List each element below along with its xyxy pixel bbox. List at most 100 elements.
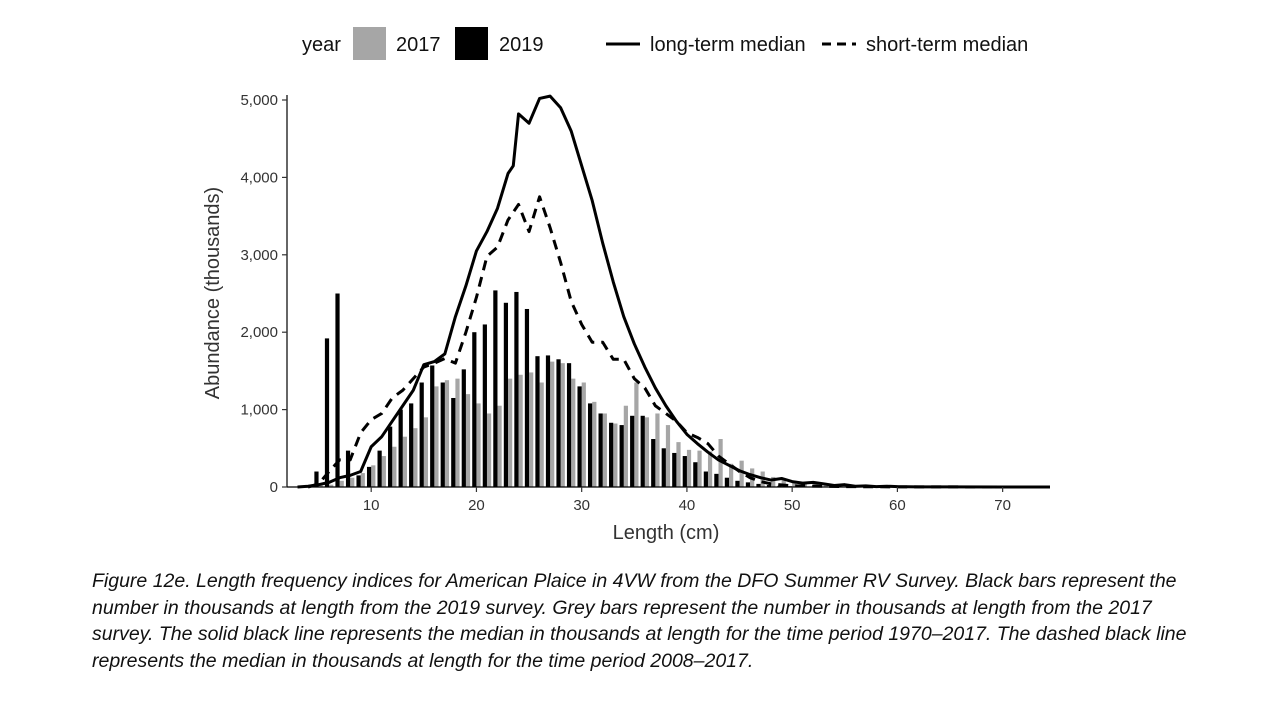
bar-2019-len-38	[661, 448, 666, 487]
bar-2017-len-40	[686, 449, 692, 487]
bar-2019-len-14	[409, 403, 414, 487]
bar-2019-len-11	[377, 450, 382, 487]
bar-2019-len-20	[472, 332, 477, 487]
bar-2017-len-50	[792, 480, 797, 487]
bar-2019-len-37	[651, 439, 656, 487]
length-frequency-chart: year 2017 2019 long-term median short-te…	[202, 27, 1050, 544]
bar-2019-len-25	[524, 308, 530, 487]
legend-label-2017: 2017	[396, 34, 441, 56]
bar-2019-len-40	[682, 456, 687, 487]
bar-2017-len-24	[518, 374, 523, 487]
legend: year 2017 2019 long-term median short-te…	[302, 27, 1028, 60]
x-axis-title: Length (cm)	[613, 522, 720, 544]
bar-2019-len-26	[535, 356, 540, 487]
bar-2019-len-30	[577, 386, 582, 487]
x-tick-label: 20	[468, 497, 485, 514]
bar-2019-len-24	[514, 291, 519, 487]
bar-2017-len-6	[329, 484, 334, 487]
bar-2017-len-44	[729, 463, 734, 487]
bar-2019-len-13	[398, 409, 403, 487]
bar-2017-len-34	[623, 405, 628, 487]
bar-2019-len-34	[619, 425, 624, 487]
y-tick-label: 4,000	[240, 169, 278, 186]
bar-2017-len-18	[455, 378, 460, 487]
legend-label-2019: 2019	[499, 34, 544, 56]
bar-2019-len-29	[566, 363, 572, 487]
bar-2019-len-21	[482, 324, 487, 487]
legend-label-long-term-median: long-term median	[650, 34, 806, 56]
bar-2017-len-14	[413, 428, 418, 487]
bar-2017-len-30	[581, 382, 586, 487]
bar-2017-len-5	[318, 485, 323, 487]
bar-2017-len-9	[360, 473, 365, 487]
bar-2019-len-17	[440, 382, 445, 487]
bar-2017-len-35	[634, 382, 639, 487]
legend-title: year	[302, 34, 341, 56]
bar-2019-len-6	[324, 338, 330, 487]
y-tick-label: 1,000	[240, 402, 278, 419]
bar-2017-len-33	[613, 423, 618, 487]
y-tick-label: 2,000	[240, 324, 278, 341]
x-tick-label: 50	[784, 497, 801, 514]
bar-2019-len-7	[335, 293, 340, 487]
y-axis-title: Abundance (thousands)	[202, 187, 224, 399]
bar-2019-len-33	[609, 422, 614, 487]
bar-2017-len-7	[339, 480, 344, 487]
bar-2017-len-38	[665, 425, 671, 487]
bar-2019-len-18	[451, 397, 456, 487]
bar-2017-len-23	[508, 378, 513, 487]
x-tick-label: 60	[889, 497, 906, 514]
chart-area: year 2017 2019 long-term median short-te…	[202, 27, 1050, 544]
bar-2019-len-43	[714, 473, 719, 487]
bar-2019-len-41	[693, 462, 698, 487]
bar-2019-len-5	[314, 471, 319, 487]
bar-2017-len-11	[381, 456, 386, 487]
bar-2019-len-10	[366, 466, 372, 487]
bar-2019-len-42	[703, 471, 708, 487]
bar-2019-len-22	[493, 290, 498, 487]
x-tick-label: 40	[679, 497, 696, 514]
bar-2017-len-20	[476, 403, 481, 487]
bar-2019-len-15	[419, 382, 424, 487]
bar-2019-len-12	[388, 426, 393, 487]
bar-2019-len-8	[345, 450, 351, 487]
bar-2019-len-31	[587, 403, 593, 487]
bar-2017-len-31	[592, 401, 597, 487]
bar-2019-len-23	[503, 302, 509, 487]
y-tick-label: 5,000	[240, 92, 278, 109]
x-tick-label: 30	[573, 497, 590, 514]
bar-2017-len-49	[781, 478, 786, 487]
bar-2019-len-39	[672, 452, 677, 487]
bar-2019-len-27	[545, 355, 551, 487]
bar-2017-len-15	[423, 417, 429, 487]
bar-2019-len-46	[745, 482, 751, 487]
y-tick-label: 0	[270, 479, 278, 496]
bar-2019-len-35	[630, 415, 635, 487]
bar-2017-len-29	[571, 378, 576, 487]
bar-2019-len-44	[724, 477, 730, 487]
legend-swatch-2017	[353, 27, 386, 60]
bar-2017-len-36	[644, 417, 650, 487]
bar-2017-len-41	[697, 450, 702, 487]
bar-2017-len-17	[444, 380, 450, 487]
bar-2017-len-53	[823, 484, 828, 487]
bar-2017-len-43	[718, 439, 723, 487]
bar-2019-len-32	[598, 413, 603, 487]
x-tick-label: 70	[994, 497, 1011, 514]
bar-2019-len-28	[556, 359, 561, 487]
y-tick-label: 3,000	[240, 247, 278, 264]
short-term-median-line	[307, 195, 1050, 489]
x-tick-label: 10	[363, 497, 380, 514]
bar-2019-len-16	[430, 365, 435, 487]
legend-swatch-2019	[455, 27, 488, 60]
bar-2017-len-21	[486, 413, 492, 487]
bars	[314, 290, 1007, 487]
bar-2019-len-45	[735, 480, 740, 487]
figure-caption: Figure 12e. Length frequency indices for…	[92, 570, 1187, 672]
bar-2017-len-39	[676, 442, 681, 487]
bar-2017-len-22	[497, 405, 502, 487]
bar-2019-len-9	[356, 475, 361, 487]
bar-2017-len-13	[402, 436, 407, 487]
bar-2017-len-42	[707, 451, 713, 487]
bar-2017-len-37	[655, 413, 660, 487]
